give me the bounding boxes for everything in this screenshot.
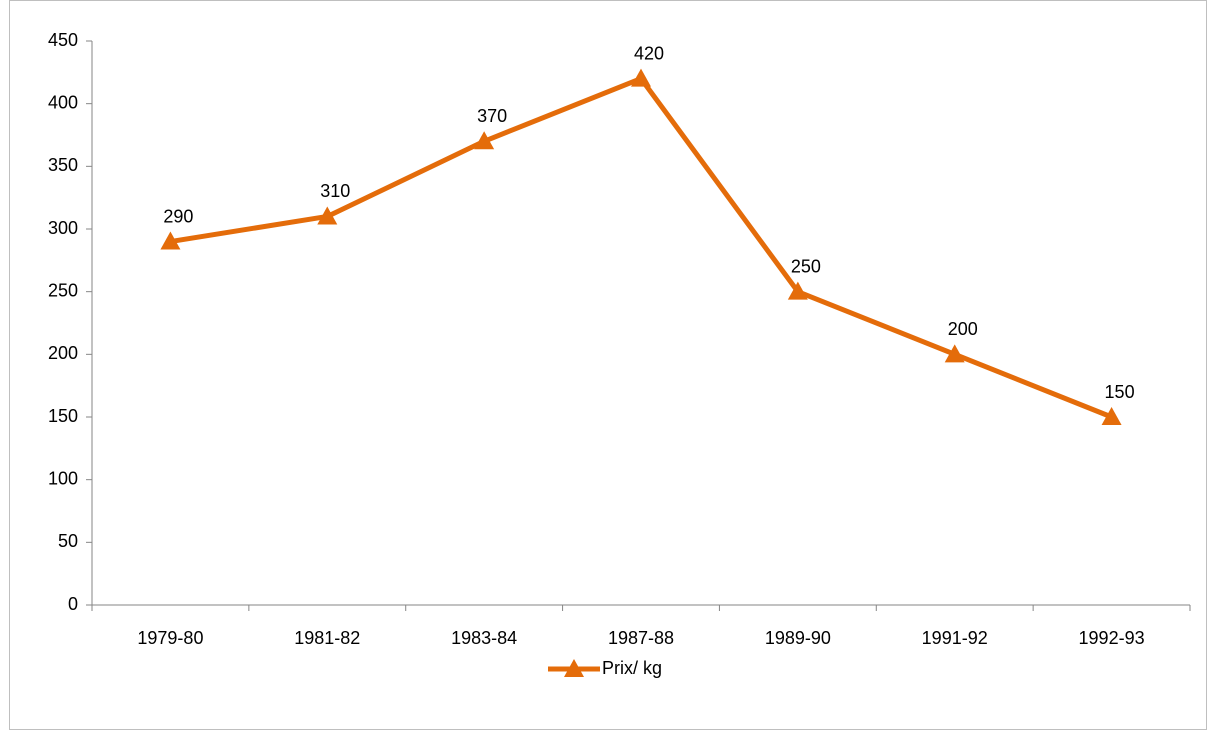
data-label: 290	[163, 206, 193, 226]
legend-marker	[564, 659, 584, 677]
data-label: 150	[1105, 382, 1135, 402]
data-label: 420	[634, 43, 664, 63]
y-tick-label: 200	[48, 343, 78, 363]
data-label: 370	[477, 106, 507, 126]
y-tick-label: 150	[48, 406, 78, 426]
marker	[787, 281, 808, 300]
y-tick-label: 250	[48, 280, 78, 300]
x-tick-label: 1987-88	[608, 628, 674, 648]
marker	[160, 231, 181, 250]
marker	[631, 68, 651, 87]
y-tick-label: 50	[58, 531, 78, 551]
y-tick-label: 0	[68, 594, 78, 614]
x-tick-label: 1989-90	[765, 628, 831, 648]
y-tick-label: 100	[48, 468, 78, 488]
y-tick-label: 400	[48, 92, 78, 112]
x-tick-label: 1981-82	[294, 628, 360, 648]
marker	[317, 206, 338, 225]
x-tick-label: 1991-92	[922, 628, 988, 648]
x-tick-label: 1992-93	[1079, 628, 1145, 648]
y-tick-label: 450	[48, 30, 78, 50]
y-tick-label: 350	[48, 155, 78, 175]
data-label: 250	[791, 256, 821, 276]
data-label: 200	[948, 319, 978, 339]
data-label: 310	[320, 181, 350, 201]
x-tick-label: 1983-84	[451, 628, 517, 648]
marker	[1101, 407, 1122, 425]
marker	[944, 344, 965, 363]
legend-label: Prix/ kg	[602, 658, 662, 678]
y-tick-label: 300	[48, 218, 78, 238]
x-tick-label: 1979-80	[137, 628, 203, 648]
chart-frame	[9, 0, 1207, 730]
marker	[474, 131, 495, 150]
